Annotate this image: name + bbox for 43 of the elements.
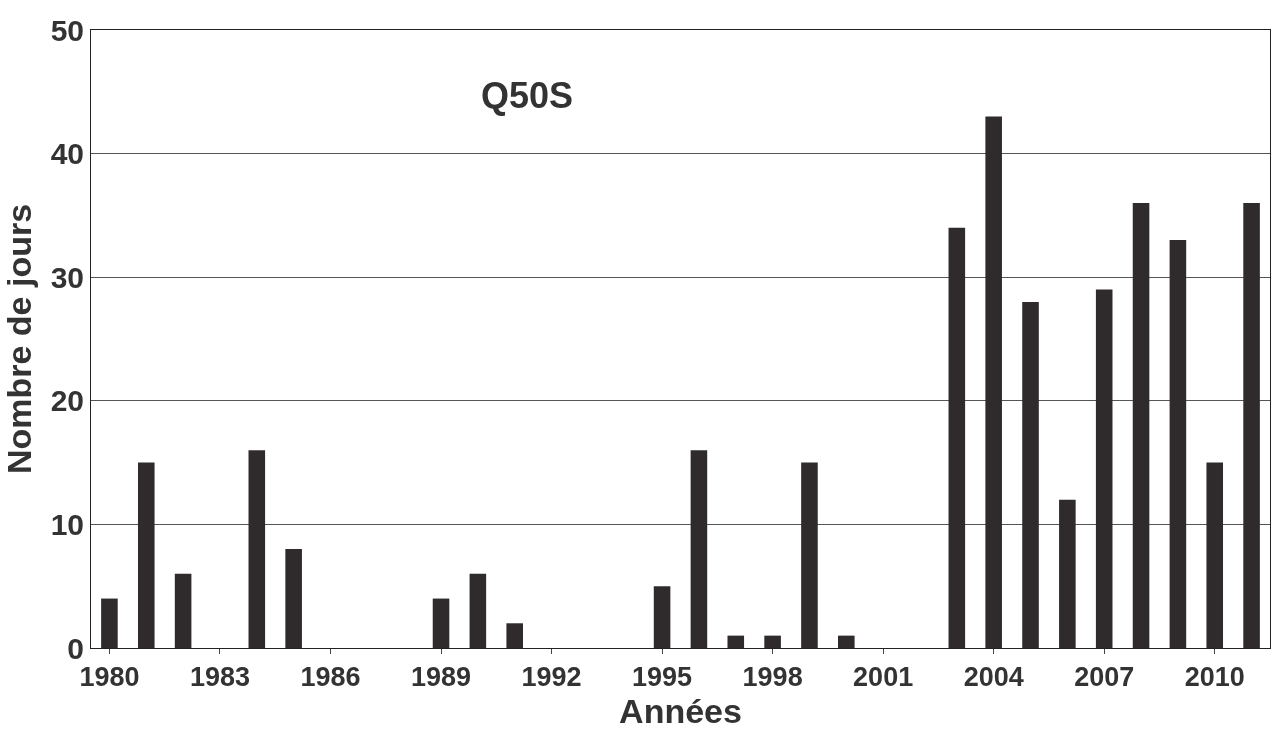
x-tick-label: 1989 [410,662,472,693]
x-tick-label: 1992 [521,662,582,693]
x-tick-label: 1995 [632,662,693,693]
y-tick-label: 0 [67,631,84,665]
x-tick-label: 2004 [963,662,1024,693]
bar [469,573,487,648]
bar [1169,240,1187,648]
x-tick-label: 1998 [742,662,803,693]
y-axis-title: Nombre de jours [0,203,38,475]
bar [101,598,118,648]
bar [801,462,818,648]
bar [1059,499,1076,648]
bar [1095,289,1113,648]
bar [1022,301,1039,648]
y-tick-label: 20 [50,384,84,418]
x-tick-label: 1983 [189,662,250,693]
x-tick-label: 1980 [79,662,140,693]
y-tick-label: 50 [50,13,84,47]
y-tick-label: 30 [50,260,84,294]
bar [727,635,745,648]
bar [1132,203,1150,648]
bar [1243,203,1260,648]
x-tick-label: 2010 [1184,662,1245,693]
bar [137,462,155,648]
bar [248,450,266,648]
bar [653,586,671,648]
bar [174,573,192,648]
bar [285,549,302,648]
x-tick-label: 2007 [1074,662,1135,693]
bar [432,598,450,648]
x-tick-label: 2001 [853,662,914,693]
bar [690,450,708,648]
bar [985,116,1002,648]
y-tick-label: 40 [50,137,84,171]
text: Q50S [481,75,574,116]
bar [1206,462,1224,648]
bar [764,635,781,648]
bar [506,623,523,648]
x-axis-title: Années [619,692,742,730]
y-tick-label: 10 [50,507,84,541]
x-tick-label: 1986 [300,662,361,693]
bar [838,635,855,648]
bar [948,227,966,648]
